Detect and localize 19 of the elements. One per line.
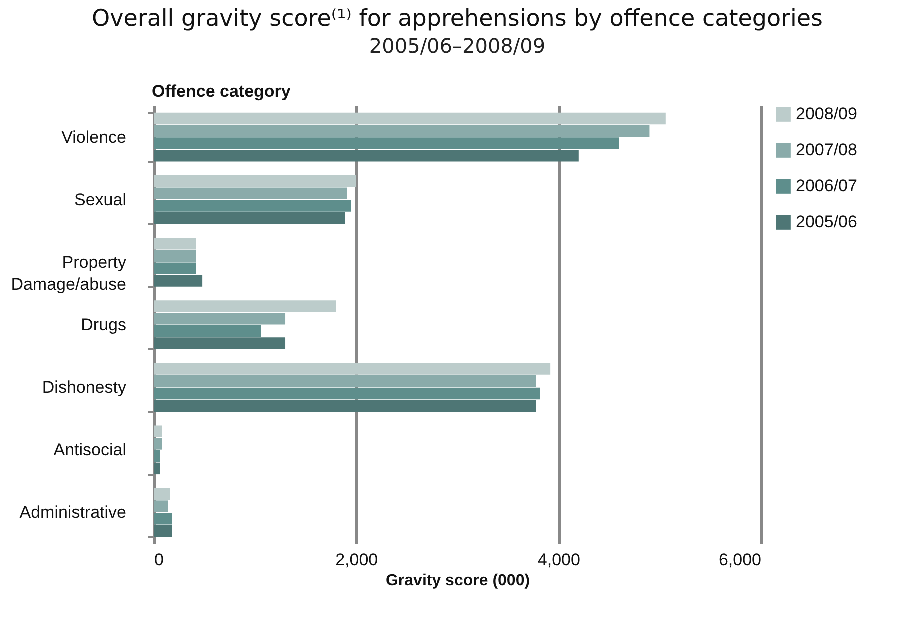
x-tick-label: 4,000 [538,550,580,570]
legend-label: 2005/06 [796,212,858,232]
y-tick-label: Sexual [74,190,126,210]
legend-label: 2007/08 [796,140,858,160]
chart-subtitle: 2005/06–2008/09 [369,34,546,58]
y-tick-label: Administrative [20,503,126,522]
y-tick-label: Dishonesty [42,378,127,398]
y-tick-label: Violence [62,128,126,147]
y-tick-label: Antisocial [54,440,126,460]
x-tick-label: 2,000 [336,550,378,570]
x-tick-label: 0 [154,550,164,570]
x-axis-title: Gravity score (000) [386,572,530,590]
legend-label: 2008/09 [796,104,858,124]
y-tick-label: Drugs [81,316,126,334]
legend-label: 2006/07 [796,176,858,196]
y-tick-label: Property Damage/abuse [11,252,127,294]
x-tick-label: 6,000 [718,550,762,570]
y-axis-title: Offence category [152,82,292,101]
chart-title: Overall gravity score⁽¹⁾ for apprehensions by offence categories [92,6,824,32]
